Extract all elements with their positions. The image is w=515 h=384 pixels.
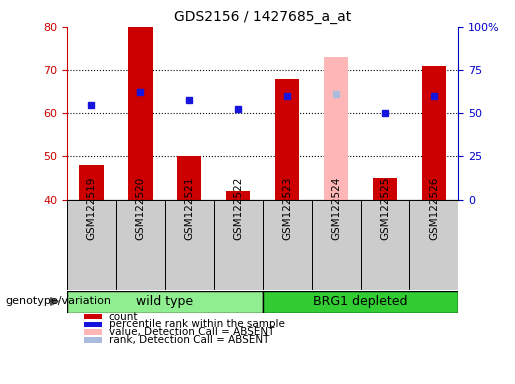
- Text: value, Detection Call = ABSENT: value, Detection Call = ABSENT: [109, 327, 274, 337]
- Text: BRG1 depleted: BRG1 depleted: [313, 295, 408, 308]
- Bar: [324, 57, 348, 200]
- Bar: [275, 79, 299, 200]
- Text: count: count: [109, 312, 138, 322]
- Text: GSM122525: GSM122525: [380, 177, 390, 240]
- Text: GSM122522: GSM122522: [233, 177, 243, 240]
- Bar: [263, 200, 312, 290]
- Bar: [263, 291, 458, 313]
- Bar: [226, 191, 250, 200]
- Bar: [360, 200, 409, 290]
- Text: GSM122521: GSM122521: [184, 177, 194, 240]
- Bar: [214, 200, 263, 290]
- Text: GSM122524: GSM122524: [331, 177, 341, 240]
- Bar: [116, 200, 165, 290]
- Text: GSM122520: GSM122520: [135, 177, 145, 240]
- Text: GSM122526: GSM122526: [429, 177, 439, 240]
- Bar: [67, 200, 116, 290]
- Bar: [84, 337, 102, 343]
- Bar: [67, 291, 263, 313]
- Bar: [165, 200, 214, 290]
- Bar: [177, 157, 201, 200]
- Bar: [312, 200, 360, 290]
- Text: rank, Detection Call = ABSENT: rank, Detection Call = ABSENT: [109, 335, 269, 345]
- Text: GSM122523: GSM122523: [282, 177, 292, 240]
- Bar: [409, 200, 458, 290]
- Text: wild type: wild type: [136, 295, 193, 308]
- Bar: [84, 322, 102, 327]
- Bar: [422, 66, 446, 200]
- Bar: [84, 329, 102, 335]
- Bar: [84, 314, 102, 319]
- Text: GSM122519: GSM122519: [87, 177, 96, 240]
- Text: genotype/variation: genotype/variation: [5, 296, 111, 306]
- Bar: [128, 27, 152, 200]
- Text: percentile rank within the sample: percentile rank within the sample: [109, 319, 284, 329]
- Bar: [373, 178, 397, 200]
- Bar: [79, 165, 104, 200]
- Title: GDS2156 / 1427685_a_at: GDS2156 / 1427685_a_at: [174, 10, 351, 25]
